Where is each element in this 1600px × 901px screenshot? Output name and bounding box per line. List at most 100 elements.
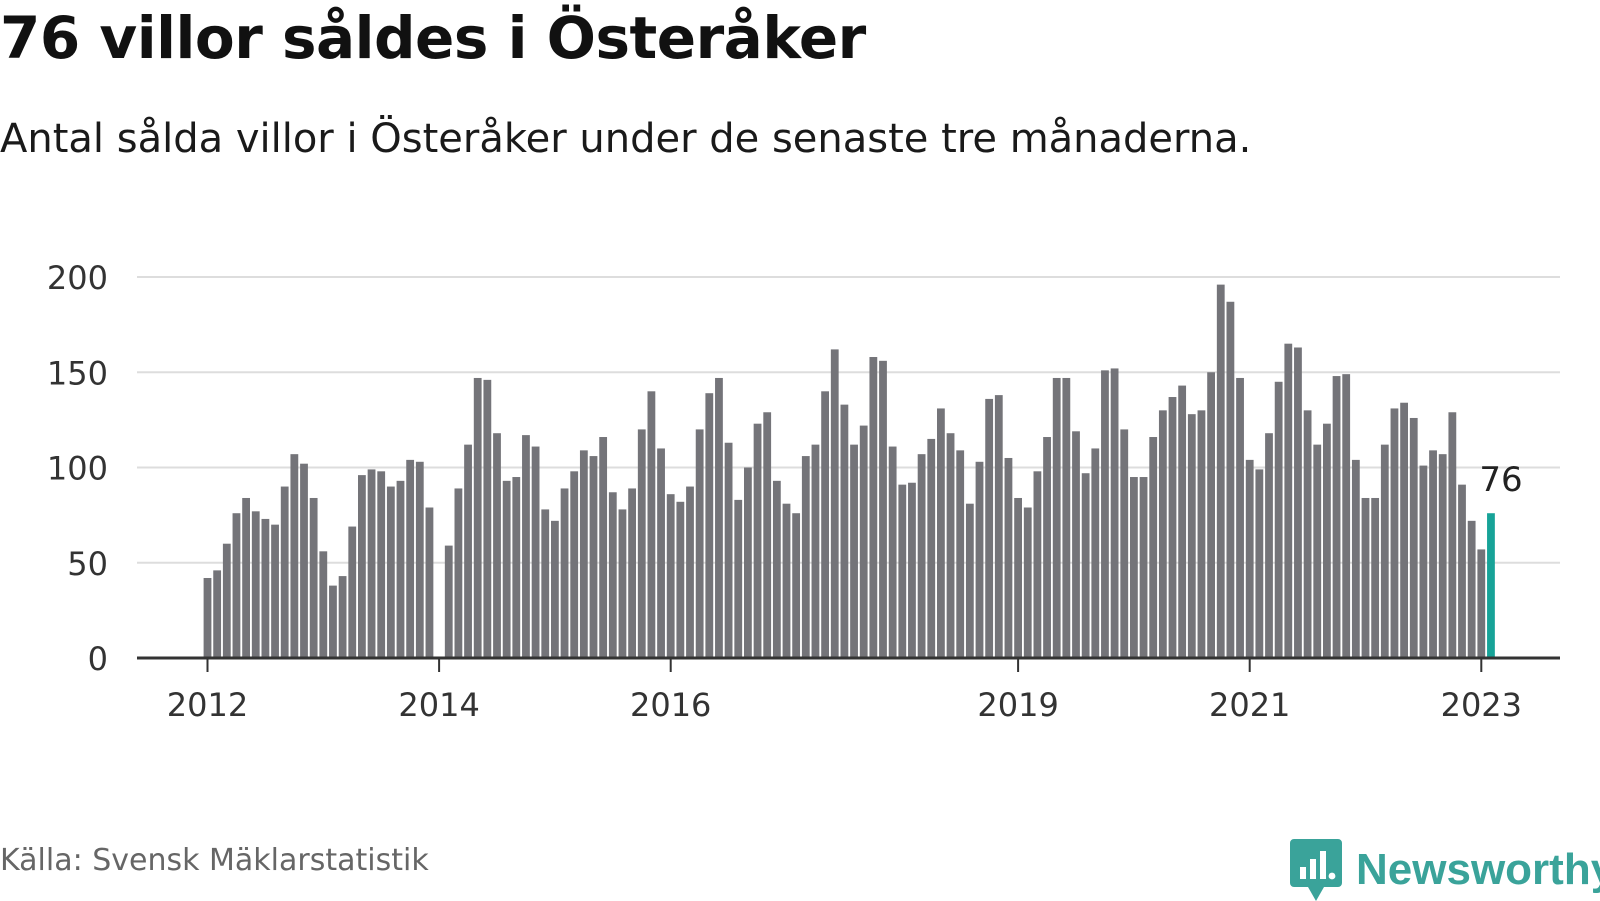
bar bbox=[782, 503, 791, 658]
bar bbox=[473, 377, 482, 658]
bar bbox=[763, 412, 772, 658]
bar bbox=[1033, 471, 1042, 658]
y-tick-label: 200 bbox=[47, 259, 108, 297]
bar bbox=[261, 518, 270, 658]
bar bbox=[319, 551, 328, 658]
bar bbox=[811, 444, 820, 658]
chart-overlay: 76 bbox=[137, 460, 1560, 660]
bar bbox=[1216, 284, 1225, 658]
bar bbox=[493, 433, 501, 658]
bar bbox=[570, 471, 579, 658]
bar bbox=[512, 477, 521, 658]
bar bbox=[203, 577, 212, 658]
bar bbox=[628, 488, 636, 658]
bar bbox=[213, 570, 222, 658]
bar bbox=[1004, 457, 1013, 658]
bar bbox=[879, 360, 887, 658]
bar bbox=[1351, 459, 1360, 658]
bar bbox=[869, 357, 878, 658]
y-tick-labels: 0 50 100 150 200 bbox=[47, 259, 108, 678]
bar bbox=[734, 499, 743, 658]
bar bbox=[1245, 459, 1254, 658]
bar bbox=[715, 377, 723, 658]
bar bbox=[1477, 549, 1486, 658]
bar bbox=[1062, 377, 1071, 658]
bar bbox=[840, 404, 849, 658]
chart-title: 76 villor såldes i Österåker bbox=[0, 4, 866, 72]
bar bbox=[1168, 397, 1177, 658]
bar bbox=[1380, 444, 1389, 658]
bar bbox=[415, 461, 424, 658]
highlight-value-label: 76 bbox=[1479, 460, 1522, 500]
bar bbox=[1371, 497, 1380, 658]
bar bbox=[772, 480, 781, 658]
bar bbox=[541, 509, 550, 658]
brand: Newsworthy bbox=[1290, 839, 1600, 901]
x-tick-label: 2021 bbox=[1209, 686, 1290, 724]
bar bbox=[483, 379, 492, 658]
bar bbox=[1139, 477, 1148, 658]
bar bbox=[551, 520, 559, 658]
bar bbox=[927, 438, 936, 658]
bar bbox=[1023, 507, 1032, 658]
bar bbox=[1072, 431, 1080, 658]
bar bbox=[1158, 410, 1167, 658]
bar bbox=[888, 446, 897, 658]
bar bbox=[309, 497, 318, 658]
bar bbox=[830, 349, 839, 658]
newsworthy-logo-icon bbox=[1290, 839, 1342, 901]
bar bbox=[300, 463, 308, 658]
bar bbox=[1149, 437, 1158, 658]
bar bbox=[329, 585, 337, 658]
y-tick-label: 150 bbox=[47, 354, 108, 392]
bar bbox=[608, 492, 617, 658]
bar bbox=[1458, 484, 1466, 658]
bar bbox=[705, 393, 714, 658]
bar bbox=[994, 395, 1003, 658]
bar bbox=[1400, 402, 1408, 658]
bar bbox=[1342, 374, 1351, 658]
bar bbox=[1091, 448, 1100, 658]
bar bbox=[975, 461, 984, 658]
bar bbox=[1448, 412, 1457, 658]
bar bbox=[657, 448, 665, 658]
bar bbox=[908, 482, 916, 658]
y-tick-label: 100 bbox=[47, 450, 108, 488]
bar bbox=[753, 423, 762, 658]
bar bbox=[1467, 520, 1476, 658]
bar bbox=[444, 545, 453, 658]
bar bbox=[1052, 377, 1061, 658]
bar bbox=[1197, 410, 1206, 658]
brand-name: Newsworthy bbox=[1356, 845, 1600, 894]
x-tick-labels: 2012 2014 2016 2019 2021 2023 bbox=[167, 658, 1522, 724]
bar bbox=[338, 576, 347, 658]
bar bbox=[1409, 417, 1418, 658]
bar bbox=[531, 446, 540, 658]
bar bbox=[724, 442, 733, 658]
bar bbox=[917, 454, 926, 658]
bar bbox=[956, 450, 965, 658]
x-tick-label: 2016 bbox=[630, 686, 711, 724]
bar bbox=[242, 497, 250, 658]
bar bbox=[1419, 465, 1428, 658]
bar bbox=[522, 435, 530, 658]
bar bbox=[290, 454, 299, 658]
bar bbox=[1332, 376, 1341, 658]
x-tick-label: 2023 bbox=[1441, 686, 1522, 724]
bar bbox=[1101, 370, 1109, 658]
bar bbox=[1313, 444, 1322, 658]
bar bbox=[579, 450, 588, 658]
bar bbox=[1236, 377, 1244, 658]
bar bbox=[222, 543, 231, 658]
bar bbox=[599, 437, 608, 658]
bar bbox=[358, 475, 366, 658]
bar bbox=[232, 513, 241, 658]
source-note: Källa: Svensk Mäklarstatistik bbox=[0, 843, 429, 878]
bar bbox=[425, 507, 434, 658]
x-tick-label: 2019 bbox=[977, 686, 1058, 724]
bar bbox=[695, 429, 704, 658]
bar bbox=[1265, 433, 1273, 658]
y-tick-label: 0 bbox=[88, 640, 108, 678]
bar bbox=[1207, 372, 1215, 658]
bar bbox=[502, 480, 511, 658]
